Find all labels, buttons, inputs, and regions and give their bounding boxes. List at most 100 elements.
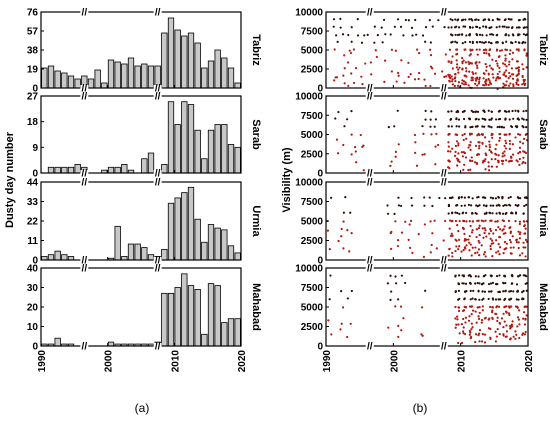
scatter-point [467, 274, 470, 277]
axis-break-mark: // [155, 342, 161, 353]
scatter-point [517, 298, 520, 301]
scatter-point [451, 219, 454, 223]
scatter-point [335, 138, 339, 141]
scatter-point [487, 282, 491, 286]
scatter-point [498, 125, 501, 128]
scatter-point [497, 195, 500, 199]
axis-break-gap [365, 257, 374, 263]
scatter-point [508, 238, 512, 242]
scatter-point [467, 168, 470, 172]
scatter-point [475, 162, 479, 165]
bar [167, 17, 175, 89]
scatter-point [501, 197, 504, 200]
scatter-point [478, 241, 481, 244]
scatter-point [517, 48, 520, 51]
scatter-point [458, 125, 461, 128]
scatter-point [386, 282, 389, 285]
y-tick-label: 5000 [301, 46, 324, 57]
scatter-point [515, 241, 518, 244]
scatter-point [462, 326, 465, 329]
y-tick-label: 0 [317, 169, 323, 180]
scatter-point [508, 313, 511, 317]
scatter-point [498, 109, 501, 112]
scatter-point [451, 234, 454, 237]
scatter-point [397, 204, 401, 207]
scatter-point [477, 18, 480, 22]
scatter-point [458, 160, 461, 164]
scatter-point [504, 247, 507, 250]
axis-break-mark: // [367, 178, 373, 189]
scatter-point [461, 56, 464, 60]
scatter-point [404, 18, 407, 22]
scatter-point [524, 255, 527, 258]
scatter-point [484, 229, 487, 232]
scatter-point [457, 110, 460, 113]
scatter-point [483, 18, 486, 21]
scatter-point [523, 204, 526, 208]
scatter-point [460, 33, 464, 36]
scatter-point [451, 78, 454, 81]
bar [187, 285, 195, 347]
y-tick-label: 9 [32, 143, 38, 154]
scatter-point [461, 155, 464, 158]
scatter-point [487, 125, 490, 128]
scatter-point [489, 305, 492, 309]
scatter-point [457, 71, 460, 74]
scatter-point [437, 143, 440, 147]
bar [141, 63, 148, 89]
scatter-point [470, 231, 474, 234]
scatter-point [468, 40, 472, 44]
scatter-point [421, 334, 424, 337]
scatter-point [457, 306, 461, 309]
scatter-point [447, 145, 450, 148]
scatter-point [525, 314, 528, 317]
scatter-point [434, 163, 437, 166]
scatter-point [522, 220, 526, 223]
caption-a: (a) [135, 401, 150, 415]
scatter-point [482, 275, 485, 278]
scatter-point [505, 311, 508, 314]
scatter-point [503, 25, 506, 28]
scatter-point [468, 118, 471, 121]
scatter-point [502, 252, 505, 255]
scatter-point [502, 204, 505, 207]
scatter-point [509, 252, 512, 255]
scatter-point [468, 329, 471, 333]
scatter-point [467, 319, 471, 322]
scatter-point [468, 220, 471, 223]
scatter-point [477, 248, 481, 251]
scatter-point [346, 297, 349, 300]
scatter-point [522, 80, 526, 83]
scatter-point [494, 340, 497, 343]
bar [181, 192, 188, 261]
scatter-point [503, 298, 506, 301]
scatter-point [483, 250, 487, 254]
scatter-point [502, 290, 505, 293]
axis-break-mark: // [155, 169, 161, 180]
scatter-point [387, 212, 390, 215]
scatter-point [333, 79, 336, 82]
scatter-point [507, 305, 511, 308]
scatter-point [474, 333, 478, 336]
scatter-point [471, 76, 474, 79]
scatter-point [429, 220, 432, 223]
scatter-point [483, 51, 486, 55]
bar [214, 124, 221, 174]
scatter-point [512, 117, 515, 120]
scatter-point [500, 125, 504, 128]
station-panel-tabriz: // // // // 76 57 38 19 0 Tabriz [27, 8, 262, 95]
scatter-point [518, 237, 521, 240]
scatter-point [482, 41, 486, 44]
scatter-point [514, 204, 517, 207]
scatter-point [476, 281, 479, 285]
scatter-point [380, 26, 383, 29]
axis-break-gap [439, 9, 448, 15]
scatter-point [510, 125, 513, 128]
scatter-point [461, 61, 464, 65]
axis-break-mark: // [441, 178, 447, 189]
scatter-point [505, 242, 508, 245]
scatter-point [339, 17, 342, 20]
scatter-point [492, 204, 495, 207]
scatter-point [510, 212, 513, 215]
bar [187, 32, 195, 89]
